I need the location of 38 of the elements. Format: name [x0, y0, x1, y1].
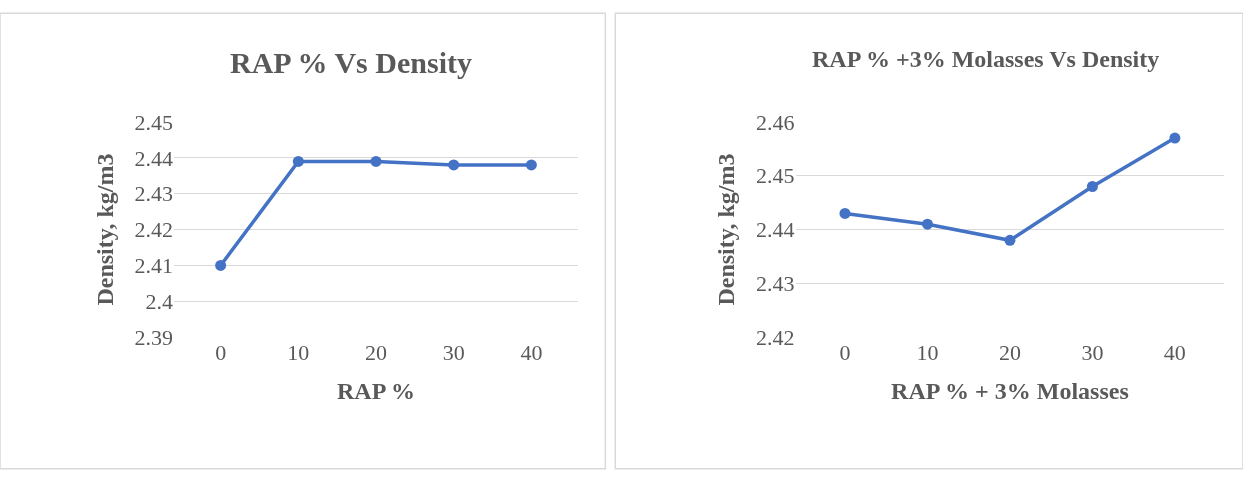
point — [1169, 132, 1181, 144]
point — [370, 155, 382, 167]
point — [448, 159, 460, 171]
x-axis-title: RAP % — [337, 378, 416, 405]
chart-title: RAP % Vs Density — [230, 46, 472, 79]
y-axis-title: Density, kg/m3 — [713, 153, 740, 306]
x-tick-label: 10 — [916, 340, 939, 366]
y-tick-label: 2.43 — [756, 271, 795, 297]
x-axis-title: RAP % + 3% Molasses — [891, 378, 1129, 405]
y-tick-label: 2.44 — [134, 145, 174, 171]
y-tick-label: 2.46 — [756, 109, 795, 135]
x-tick-label: 10 — [287, 340, 310, 366]
x-tick-label: 30 — [442, 340, 465, 366]
x-tick-label: 40 — [520, 340, 543, 366]
y-tick-label: 2.45 — [134, 109, 174, 135]
y-tick-label: 2.42 — [134, 217, 174, 243]
y-tick-label: 2.4 — [145, 289, 174, 314]
y-tick-label: 2.45 — [756, 163, 795, 189]
point — [215, 259, 227, 271]
y-tick-label: 2.43 — [134, 181, 174, 207]
point — [1086, 181, 1098, 192]
x-tick-label: 30 — [1081, 340, 1104, 366]
chart-title: RAP % +3% Molasses Vs Density — [812, 46, 1160, 72]
point — [1004, 234, 1016, 246]
point — [525, 159, 537, 171]
y-tick-label: 2.39 — [134, 324, 174, 350]
y-axis-title: Density, kg/m3 — [91, 153, 118, 306]
x-tick-label: 0 — [215, 340, 227, 366]
y-tick-label: 2.42 — [756, 324, 795, 350]
x-tick-label: 40 — [1163, 340, 1186, 366]
point — [292, 155, 304, 167]
x-tick-label: 20 — [365, 340, 388, 366]
y-tick-label: 2.41 — [134, 253, 174, 279]
x-tick-label: 20 — [998, 340, 1021, 366]
point — [921, 218, 933, 230]
x-tick-label: 0 — [839, 340, 851, 366]
y-tick-label: 2.44 — [756, 217, 795, 243]
point — [839, 207, 851, 219]
